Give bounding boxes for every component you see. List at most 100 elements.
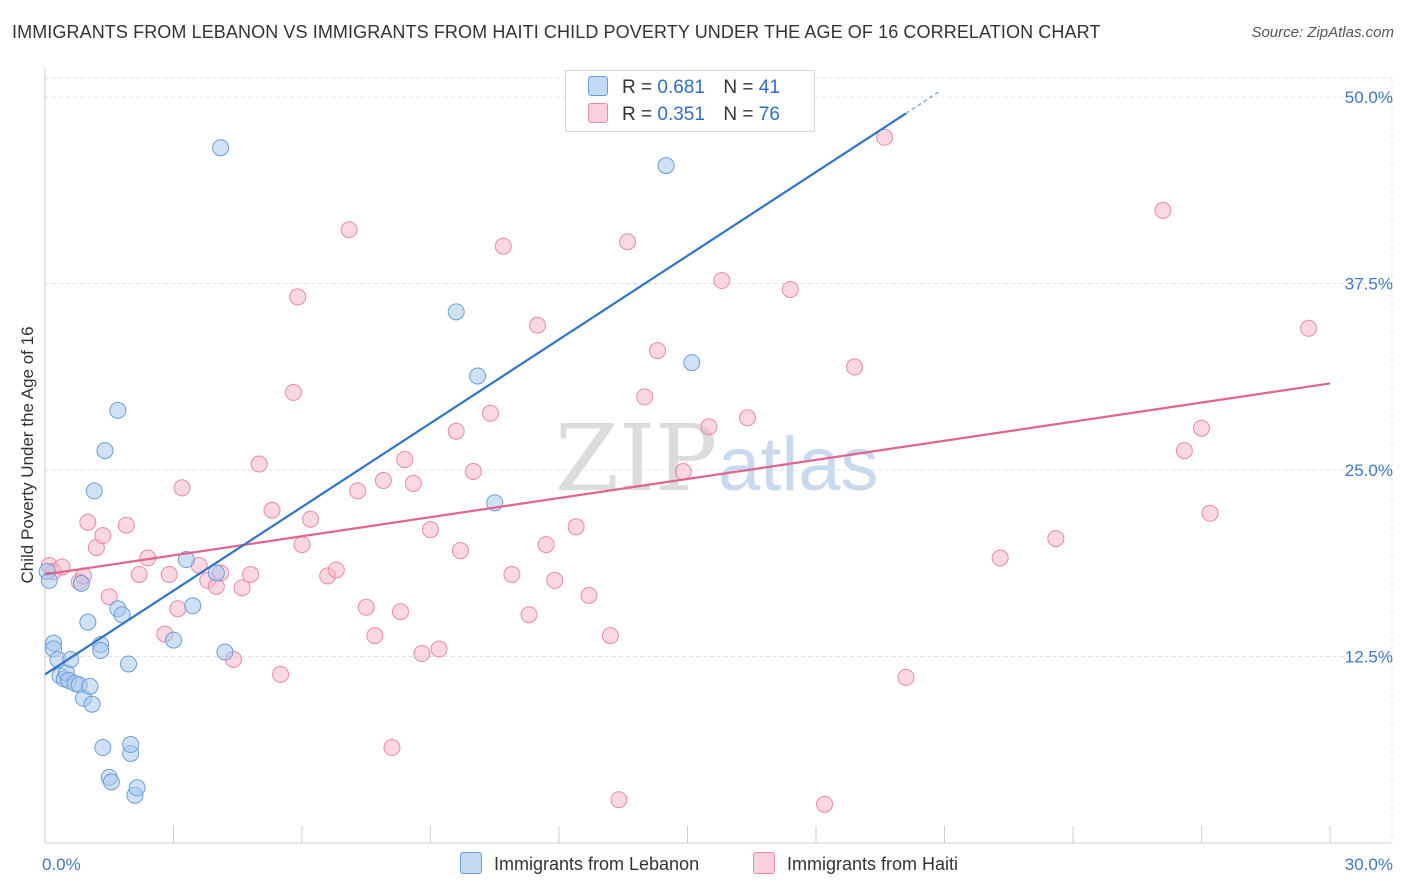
lebanon-point [122, 736, 140, 754]
haiti-point [674, 462, 692, 480]
haiti-n-label: N = [723, 104, 759, 125]
haiti-point [242, 565, 260, 583]
haiti-point [816, 795, 834, 813]
lebanon-point [81, 677, 99, 695]
grid-lines [45, 77, 1393, 843]
haiti-point [464, 462, 482, 480]
axes [44, 68, 1392, 844]
legend-row-lebanon: R = 0.681 N = 41 [588, 76, 780, 99]
haiti-point [1175, 442, 1193, 460]
haiti-point [580, 586, 598, 604]
y-tick-label: 12.5% [1345, 648, 1393, 667]
lebanon-point [109, 401, 127, 419]
haiti-point [272, 665, 290, 683]
source-label: Source: ZipAtlas.com [1251, 24, 1394, 41]
haiti-point [636, 388, 654, 406]
haiti-n-value: 76 [758, 104, 780, 125]
haiti-point [404, 474, 422, 492]
haiti-point [130, 565, 148, 583]
haiti-point [293, 536, 311, 554]
lebanon-point [657, 157, 675, 175]
haiti-point [383, 739, 401, 757]
haiti-point [250, 455, 268, 473]
haiti-point [284, 383, 302, 401]
haiti-point [1201, 504, 1219, 522]
haiti-point [396, 451, 414, 469]
haiti-point [529, 316, 547, 334]
y-axis-label: Child Poverty Under the Age of 16 [18, 326, 37, 584]
lebanon-point [94, 739, 112, 757]
haiti-point [79, 513, 97, 531]
haiti-point [366, 627, 384, 645]
lebanon-trend-extension [905, 90, 941, 115]
haiti-point [340, 221, 358, 239]
haiti-point [713, 272, 731, 290]
lebanon-n-value: 41 [758, 77, 780, 98]
haiti-point [619, 233, 637, 251]
haiti-point [302, 510, 320, 528]
haiti-point [1300, 319, 1318, 337]
watermark-atlas: atlas [718, 422, 879, 507]
bottom-haiti-label: Immigrants from Haiti [787, 854, 959, 874]
haiti-point [263, 501, 281, 519]
correlation-legend: R = 0.681 N = 41 R = 0.351 N = 76 [565, 70, 815, 132]
lebanon-point [92, 642, 110, 660]
haiti-point [1193, 419, 1210, 437]
y-tick-label: 25.0% [1345, 461, 1393, 480]
haiti-point [494, 237, 512, 255]
haiti-point [481, 404, 499, 422]
haiti-point [610, 791, 628, 809]
haiti-point [876, 128, 894, 146]
lebanon-n-label: N = [723, 77, 759, 98]
x-tick-label-max: 30.0% [1345, 855, 1393, 874]
haiti-point [289, 288, 307, 306]
y-tick-label: 37.5% [1345, 275, 1393, 294]
haiti-point [430, 640, 448, 658]
legend-row-haiti: R = 0.351 N = 76 [588, 103, 780, 126]
chart-title: IMMIGRANTS FROM LEBANON VS IMMIGRANTS FR… [12, 22, 1101, 42]
haiti-point [1154, 201, 1172, 219]
haiti-point [349, 482, 367, 500]
haiti-point [601, 627, 619, 645]
haiti-point [503, 565, 521, 583]
haiti-point [327, 561, 345, 579]
haiti-point [520, 606, 538, 624]
bottom-haiti-swatch [753, 852, 775, 874]
haiti-point [374, 471, 392, 489]
lebanon-point [113, 606, 131, 624]
haiti-point [233, 579, 251, 597]
tick-labels: 12.5% 25.0% 37.5% 50.0% 0.0% 30.0% [42, 88, 1393, 874]
bottom-legend-lebanon: Immigrants from Lebanon [460, 852, 699, 875]
haiti-r-value: 0.351 [657, 104, 705, 125]
lebanon-point [212, 139, 230, 157]
haiti-point [738, 409, 756, 427]
lebanon-trend-line [44, 112, 907, 676]
haiti-r-label: R = [622, 104, 658, 125]
haiti-point [413, 645, 431, 663]
lebanon-point [102, 773, 120, 791]
lebanon-r-label: R = [622, 77, 658, 98]
haiti-point [781, 280, 799, 298]
haiti-point [649, 342, 667, 360]
lebanon-swatch [588, 76, 608, 96]
haiti-point [100, 588, 118, 606]
lebanon-point [79, 613, 97, 631]
bottom-lebanon-swatch [460, 852, 482, 874]
y-tick-label: 50.0% [1345, 88, 1393, 107]
haiti-point [357, 598, 375, 616]
haiti-points [40, 128, 1318, 813]
lebanon-point [216, 643, 234, 661]
lebanon-point [85, 482, 103, 500]
lebanon-point [165, 631, 182, 649]
lebanon-point [120, 655, 138, 673]
lebanon-point [177, 551, 195, 569]
trend-lines [44, 90, 1331, 676]
haiti-point [567, 518, 585, 536]
lebanon-point [128, 779, 146, 797]
haiti-point [546, 571, 564, 589]
lebanon-r-value: 0.681 [657, 77, 705, 98]
haiti-point [700, 418, 718, 436]
lebanon-point [184, 597, 202, 615]
haiti-point [422, 521, 439, 539]
lebanon-point [40, 571, 58, 589]
